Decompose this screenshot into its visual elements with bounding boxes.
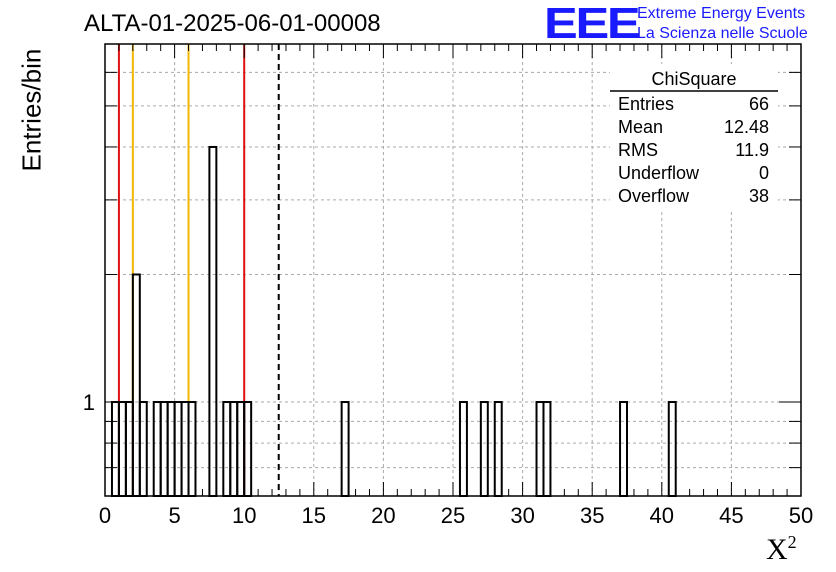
histogram-bar	[159, 401, 169, 497]
x-tick-label: 15	[302, 503, 326, 528]
histogram-bar	[138, 401, 148, 497]
x-tick-label: 35	[580, 503, 604, 528]
histogram-bar	[667, 401, 677, 497]
stats-row-value: 0	[759, 163, 769, 183]
stats-row-label: Underflow	[618, 163, 700, 183]
histogram-bar	[222, 401, 232, 497]
histogram-bar	[208, 145, 218, 497]
stats-row-label: Overflow	[618, 186, 690, 206]
x-axis-label-base: X	[766, 533, 788, 566]
chart-title: ALTA-01-2025-06-01-00008	[84, 10, 381, 37]
y-axis-ticks: 1	[83, 43, 801, 497]
x-tick-label: 30	[510, 503, 534, 528]
logo-line-2: La Scienza nelle Scuole	[637, 25, 808, 42]
histogram-bar	[180, 401, 190, 497]
x-tick-label: 25	[441, 503, 465, 528]
x-tick-label: 20	[371, 503, 395, 528]
histogram-bar	[542, 401, 552, 497]
histogram-bins	[110, 145, 677, 498]
histogram-bar	[187, 401, 197, 497]
logo-line-1: Extreme Energy Events	[637, 5, 806, 22]
x-tick-label: 0	[99, 503, 111, 528]
stats-row-label: RMS	[618, 140, 658, 160]
histogram-bar	[458, 401, 468, 497]
histogram-bar	[152, 401, 162, 497]
histogram-bar	[124, 401, 134, 497]
stats-title: ChiSquare	[651, 69, 736, 89]
histogram-bar	[479, 401, 489, 497]
x-tick-label: 40	[650, 503, 674, 528]
x-axis-ticks: 0 5 10 15 20 25 30 35 40 45 50	[99, 44, 813, 528]
stats-row-label: Entries	[618, 94, 674, 114]
histogram-bar	[173, 401, 183, 497]
grid-lines	[105, 44, 801, 496]
stats-row-value: 38	[749, 186, 769, 206]
x-axis-label: X2	[766, 532, 797, 567]
stats-box: ChiSquare Entries 66 Mean 12.48 RMS 11.9 Underf…	[610, 64, 778, 210]
histogram-bar	[535, 401, 545, 497]
stats-row-value: 11.9	[735, 140, 769, 160]
histogram-bar	[110, 401, 120, 497]
stats-row-value: 12.48	[724, 117, 769, 137]
histogram-bar	[340, 401, 350, 497]
histogram-bar	[493, 401, 503, 497]
eee-logo-text: Extreme Energy Events La Scienza nelle S…	[637, 4, 808, 44]
stats-row-value: 66	[749, 94, 769, 114]
histogram-bar	[236, 401, 246, 497]
stats-box-bg	[610, 64, 778, 210]
stats-row-label: Mean	[618, 117, 663, 137]
histogram-bar	[117, 401, 127, 497]
histogram-bar	[619, 401, 628, 497]
x-axis-label-superscript: 2	[787, 532, 797, 552]
y-tick-label: 1	[83, 390, 95, 415]
histogram-bar	[229, 401, 239, 497]
x-tick-label: 50	[789, 503, 813, 528]
x-tick-label: 45	[719, 503, 743, 528]
x-tick-label: 10	[232, 503, 256, 528]
histogram-bar	[131, 273, 141, 498]
eee-logo-mark: EEE	[544, 0, 641, 48]
histogram-bar	[166, 401, 176, 497]
x-tick-label: 5	[168, 503, 180, 528]
histogram-bar	[243, 401, 253, 497]
